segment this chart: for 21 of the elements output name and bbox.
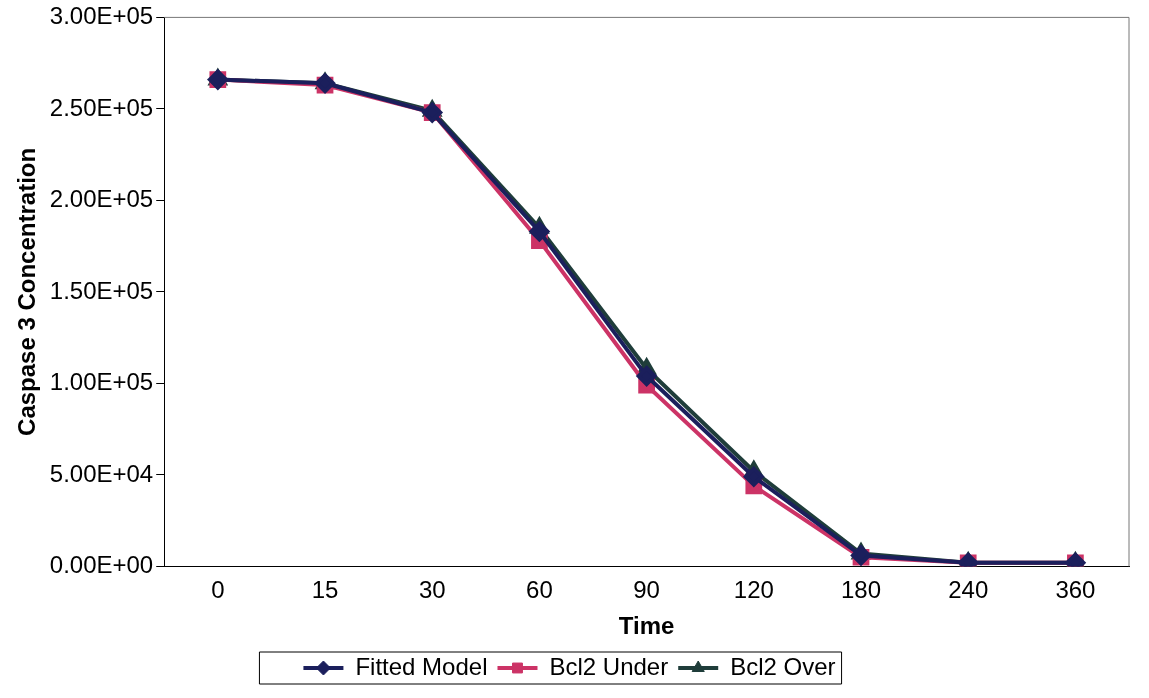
y-tick-label: 1.00E+05	[49, 368, 154, 396]
y-tick-label: 0.00E+00	[49, 551, 154, 579]
y-tick-label: 2.00E+05	[49, 185, 154, 213]
x-tick-label: 15	[311, 576, 339, 604]
y-tick-label: 2.50E+05	[49, 93, 154, 121]
x-tick-label: 60	[526, 576, 553, 604]
legend-label: Fitted Model	[355, 652, 488, 680]
x-axis-title: Time	[618, 612, 675, 640]
x-tick-label: 180	[840, 576, 882, 604]
x-tick-label: 30	[418, 576, 446, 604]
y-tick-label: 1.50E+05	[49, 276, 154, 304]
y-tick-label: 3.00E+05	[49, 2, 154, 30]
x-tick-label: 360	[1055, 576, 1096, 604]
x-tick-label: 90	[633, 576, 660, 604]
legend-label: Bcl2 Over	[730, 652, 836, 680]
x-tick-label: 240	[948, 576, 989, 604]
legend-label: Bcl2 Under	[549, 652, 669, 680]
x-tick-label: 0	[211, 576, 225, 604]
x-tick-label: 120	[733, 576, 774, 604]
y-axis-title: Caspase 3 Concentration	[13, 147, 41, 436]
y-tick-label: 5.00E+04	[49, 459, 154, 487]
